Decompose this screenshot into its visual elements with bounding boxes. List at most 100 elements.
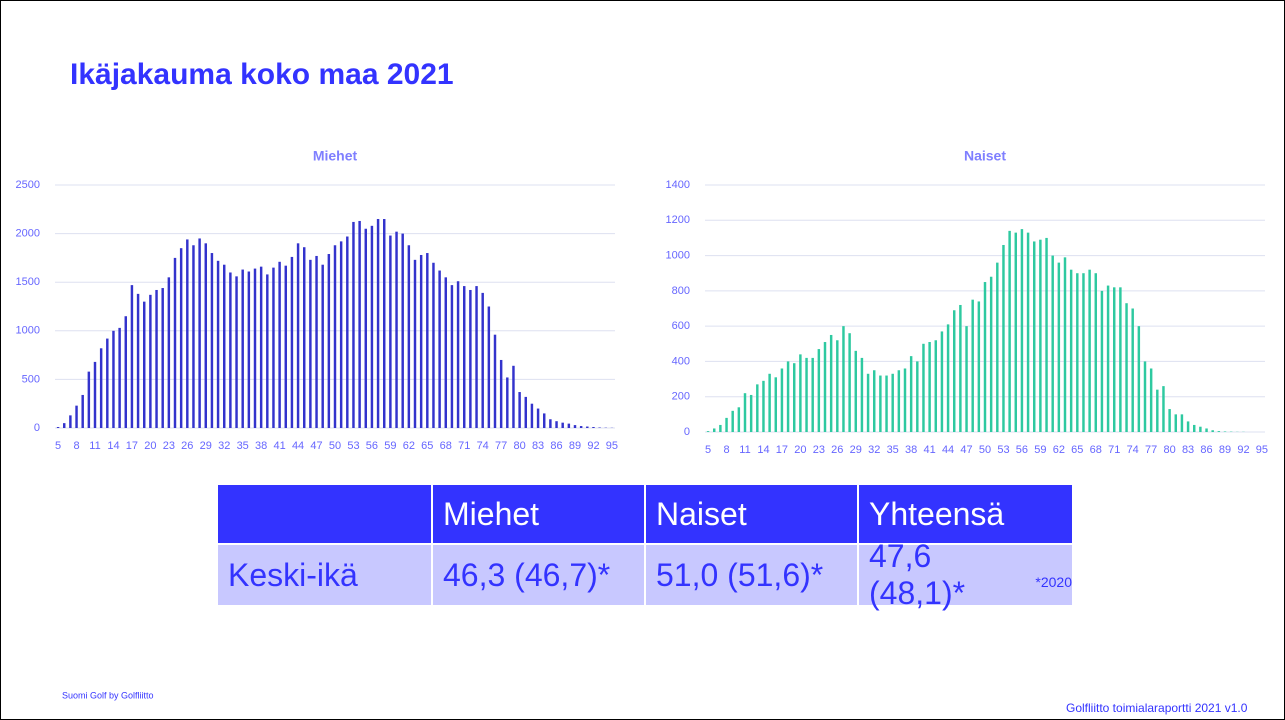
bar <box>186 239 189 428</box>
cell: 51,0 (51,6)* <box>646 545 857 605</box>
bar <box>1125 303 1128 432</box>
x-tick-label: 77 <box>495 440 507 452</box>
bar <box>940 331 944 432</box>
bar <box>928 342 931 432</box>
bar <box>743 393 747 432</box>
x-tick-label: 14 <box>107 440 119 452</box>
x-tick-label: 26 <box>181 440 193 452</box>
bar <box>1088 269 1091 432</box>
bar <box>1002 244 1005 432</box>
y-tick-label: 1500 <box>16 276 40 288</box>
bar <box>69 415 72 428</box>
bar <box>413 259 417 428</box>
x-tick-label: 92 <box>587 440 599 452</box>
bar <box>339 241 343 428</box>
bar <box>749 394 753 432</box>
bar <box>266 274 269 428</box>
bar <box>897 370 901 432</box>
bar <box>450 285 454 428</box>
bar <box>1069 269 1073 432</box>
x-tick-label: 41 <box>273 440 285 452</box>
x-tick-label: 83 <box>532 440 544 452</box>
bar <box>1193 424 1196 432</box>
bar <box>737 407 741 432</box>
bar <box>891 373 894 432</box>
bar <box>1106 285 1110 432</box>
x-tick-label: 80 <box>513 440 525 452</box>
bar <box>1039 239 1042 432</box>
bar <box>573 425 577 428</box>
bar <box>99 348 103 428</box>
x-tick-label: 59 <box>1034 444 1046 456</box>
row-label: Keski-ikä <box>218 545 431 605</box>
bar <box>247 271 251 428</box>
bar <box>756 384 759 432</box>
x-tick-label: 83 <box>1182 444 1194 456</box>
bar <box>786 361 790 432</box>
bar <box>836 340 839 432</box>
x-tick-label: 17 <box>776 444 788 456</box>
x-tick-label: 35 <box>887 444 899 456</box>
bar <box>407 245 411 428</box>
bar <box>481 292 484 428</box>
x-tick-label: 53 <box>997 444 1009 456</box>
x-tick-label: 65 <box>421 440 433 452</box>
bar <box>155 289 158 428</box>
bar <box>579 426 583 428</box>
bar <box>1008 230 1011 432</box>
bar <box>829 334 833 432</box>
x-tick-label: 11 <box>739 444 750 456</box>
bar <box>506 377 509 428</box>
footer-right: Golfliitto toimialaraportti 2021 v1.0 <box>1066 701 1248 715</box>
bar <box>1211 430 1214 432</box>
x-tick-label: 32 <box>218 440 230 452</box>
bar <box>1020 229 1024 432</box>
bar <box>983 282 987 432</box>
bar <box>1174 414 1177 432</box>
y-tick-label: 2000 <box>16 228 40 240</box>
bar <box>1063 257 1067 432</box>
bar <box>389 235 392 428</box>
bar <box>1100 290 1104 432</box>
bar <box>866 373 870 432</box>
bar <box>303 247 306 428</box>
y-tick-label: 1400 <box>666 179 690 191</box>
bar <box>1026 232 1030 432</box>
x-tick-label: 32 <box>868 444 880 456</box>
bar <box>592 427 595 428</box>
bar <box>1162 386 1165 432</box>
x-tick-label: 77 <box>1145 444 1157 456</box>
bar <box>469 289 472 428</box>
x-tick-label: 20 <box>144 440 156 452</box>
bar <box>934 340 937 432</box>
bar <box>811 357 814 432</box>
y-tick-label: 800 <box>672 285 690 297</box>
bar <box>216 260 220 428</box>
bar <box>235 276 238 428</box>
chart-title: Naiset <box>964 148 1006 164</box>
bar <box>567 423 571 428</box>
x-tick-label: 95 <box>606 440 618 452</box>
bar <box>315 255 318 428</box>
x-tick-label: 47 <box>310 440 322 452</box>
bar <box>1137 326 1141 432</box>
bar <box>530 403 534 428</box>
bar <box>524 396 527 428</box>
x-tick-label: 68 <box>1090 444 1102 456</box>
bar <box>296 243 300 428</box>
y-tick-label: 1200 <box>666 214 690 226</box>
bar <box>971 299 974 432</box>
bar <box>1119 287 1122 432</box>
bar <box>793 363 796 432</box>
x-tick-label: 35 <box>237 440 249 452</box>
x-tick-label: 5 <box>55 440 61 452</box>
bar <box>977 301 981 432</box>
bar <box>136 293 140 428</box>
bar <box>1045 237 1048 432</box>
bar <box>854 350 857 432</box>
bar <box>124 316 127 428</box>
bar <box>719 424 722 432</box>
bar <box>996 262 999 432</box>
bar <box>1082 273 1085 432</box>
bar <box>272 267 275 428</box>
